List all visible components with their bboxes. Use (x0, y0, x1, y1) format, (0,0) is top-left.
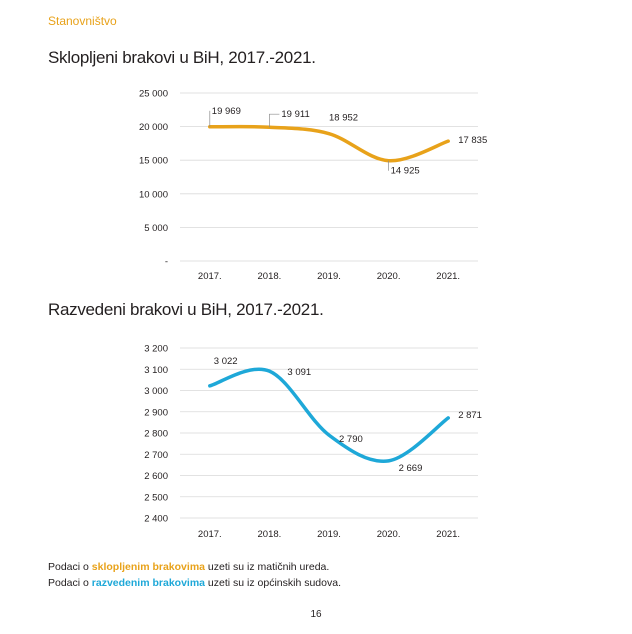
data-point (327, 433, 331, 437)
data-point (387, 459, 391, 463)
divorces-chart-title: Razvedeni brakovi u BiH, 2017.-2021. (48, 300, 324, 319)
x-tick-label: 2019. (317, 529, 341, 540)
data-label: 3 022 (214, 356, 238, 367)
y-tick-label: 25 000 (139, 89, 168, 100)
footnote-prefix: Podaci o (48, 577, 92, 589)
footnote-marriages: Podaci o sklopljenim brakovima uzeti su … (48, 561, 329, 573)
page-number: 16 (310, 609, 322, 620)
divorces-chart: 2 400 2 500 2 600 2 700 2 800 2 900 3 000 3 100… (144, 344, 482, 541)
data-label: 2 790 (339, 434, 363, 445)
data-point (267, 369, 271, 373)
x-tick-label: 2018. (258, 271, 282, 282)
x-tick-label: 2020. (377, 271, 401, 282)
label-leader-line (269, 113, 280, 128)
data-label: 19 911 (281, 109, 309, 120)
x-tick-label: 2017. (198, 529, 222, 540)
y-tick-label: 3 000 (144, 386, 168, 397)
marriages-chart-title: Sklopljeni brakovi u BiH, 2017.-2021. (48, 48, 316, 67)
y-tick-label: 3 100 (144, 365, 168, 376)
series-line (208, 367, 450, 463)
footnote-suffix: uzeti su iz matičnih ureda. (205, 561, 330, 573)
y-tick-label: 2 700 (144, 450, 168, 461)
y-tick-label: 2 900 (144, 407, 168, 418)
x-tick-label: 2021. (436, 529, 460, 540)
x-tick-label: 2019. (317, 271, 341, 282)
y-tick-label: 2 400 (144, 514, 168, 525)
data-label: 19 969 (212, 106, 241, 117)
x-tick-label: 2021. (436, 271, 460, 282)
data-label: 18 952 (329, 113, 358, 124)
series-line (208, 124, 450, 163)
section-label: Stanovništvo (48, 14, 117, 28)
data-point (208, 384, 212, 388)
data-label: 2 871 (458, 410, 482, 421)
y-tick-label: 5 000 (144, 223, 168, 234)
data-point (446, 416, 450, 420)
y-tick-label: - (165, 257, 168, 268)
y-tick-label: 2 600 (144, 471, 168, 482)
footnote-highlight-divorces: razvedenim brakovima (91, 577, 205, 589)
data-label: 14 925 (391, 166, 420, 177)
marriages-chart: - 5 000 10 000 15 000 20 000 25 000 2017. 2018.… (139, 89, 487, 283)
footnote-suffix: uzeti su iz općinskih sudova. (205, 577, 341, 589)
y-tick-label: 15 000 (139, 156, 168, 167)
footnote-prefix: Podaci o (48, 561, 92, 573)
y-tick-label: 2 500 (144, 492, 168, 503)
y-tick-label: 10 000 (139, 189, 168, 200)
data-point (446, 139, 450, 143)
data-label: 17 835 (458, 135, 487, 146)
y-tick-label: 3 200 (144, 344, 168, 355)
y-tick-label: 20 000 (139, 122, 168, 133)
data-point (327, 132, 331, 136)
x-tick-label: 2017. (198, 271, 222, 282)
data-label: 2 669 (399, 463, 423, 474)
data-label: 3 091 (287, 367, 311, 378)
footnote-divorces: Podaci o razvedenim brakovima uzeti su i… (48, 577, 341, 589)
x-tick-label: 2018. (258, 529, 282, 540)
footnote-highlight-marriages: sklopljenim brakovima (91, 561, 205, 573)
y-tick-label: 2 800 (144, 429, 168, 440)
x-tick-label: 2020. (377, 529, 401, 540)
